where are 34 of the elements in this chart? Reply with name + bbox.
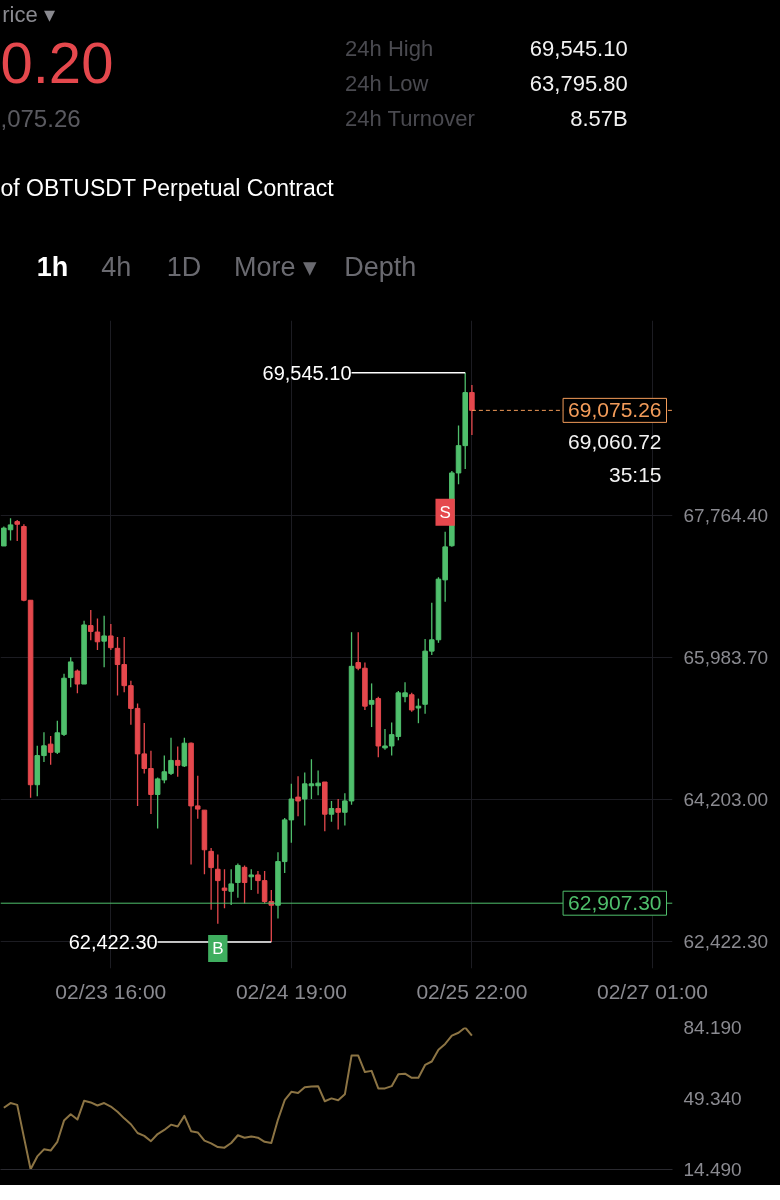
ref-line-label: 69,075.26 (568, 398, 662, 422)
y-tick-label: 49.340 (683, 1088, 742, 1109)
chart-title: of OBTUSDT Perpetual Contract (0, 174, 335, 201)
x-tick-label: 02/25 22:00 (416, 979, 528, 1003)
text: 69,545.10 (529, 36, 628, 61)
x-tick-label: 02/27 01:00 (596, 979, 708, 1003)
text: ,075.26 (0, 105, 81, 132)
text: 24h High (345, 36, 434, 61)
y-tick-label: 65,983.70 (683, 646, 769, 668)
annotation: 35:15 (608, 462, 662, 486)
y-tick-label: 64,203.00 (683, 789, 769, 811)
text: 4h (101, 251, 132, 282)
text: More ▾ (233, 251, 318, 282)
y-tick-label: 14.490 (683, 1159, 742, 1180)
text: rice ▾ (2, 2, 55, 27)
text: 0.20 (0, 29, 114, 95)
annotation: 69,060.72 (568, 430, 662, 454)
text: 8.57B (570, 106, 628, 131)
y-tick-label: 62,422.30 (683, 931, 769, 953)
annotation: 62,422.30 (68, 930, 158, 953)
annotation: 69,545.10 (262, 361, 352, 384)
text: Depth (344, 251, 417, 282)
ref-line-label: 62,907.30 (568, 891, 662, 915)
text: 1h (36, 251, 69, 282)
x-tick-label: 02/24 19:00 (235, 979, 347, 1003)
x-tick-label: 02/23 16:00 (55, 979, 167, 1003)
annotation: S (439, 502, 451, 522)
y-tick-label: 84.190 (683, 1017, 742, 1038)
text: 24h Low (345, 71, 429, 96)
y-tick-label: 67,764.40 (683, 504, 769, 526)
annotation: B (212, 939, 224, 959)
text: 1D (166, 251, 202, 282)
text: 63,795.80 (529, 71, 628, 96)
text: 24h Turnover (345, 106, 475, 131)
